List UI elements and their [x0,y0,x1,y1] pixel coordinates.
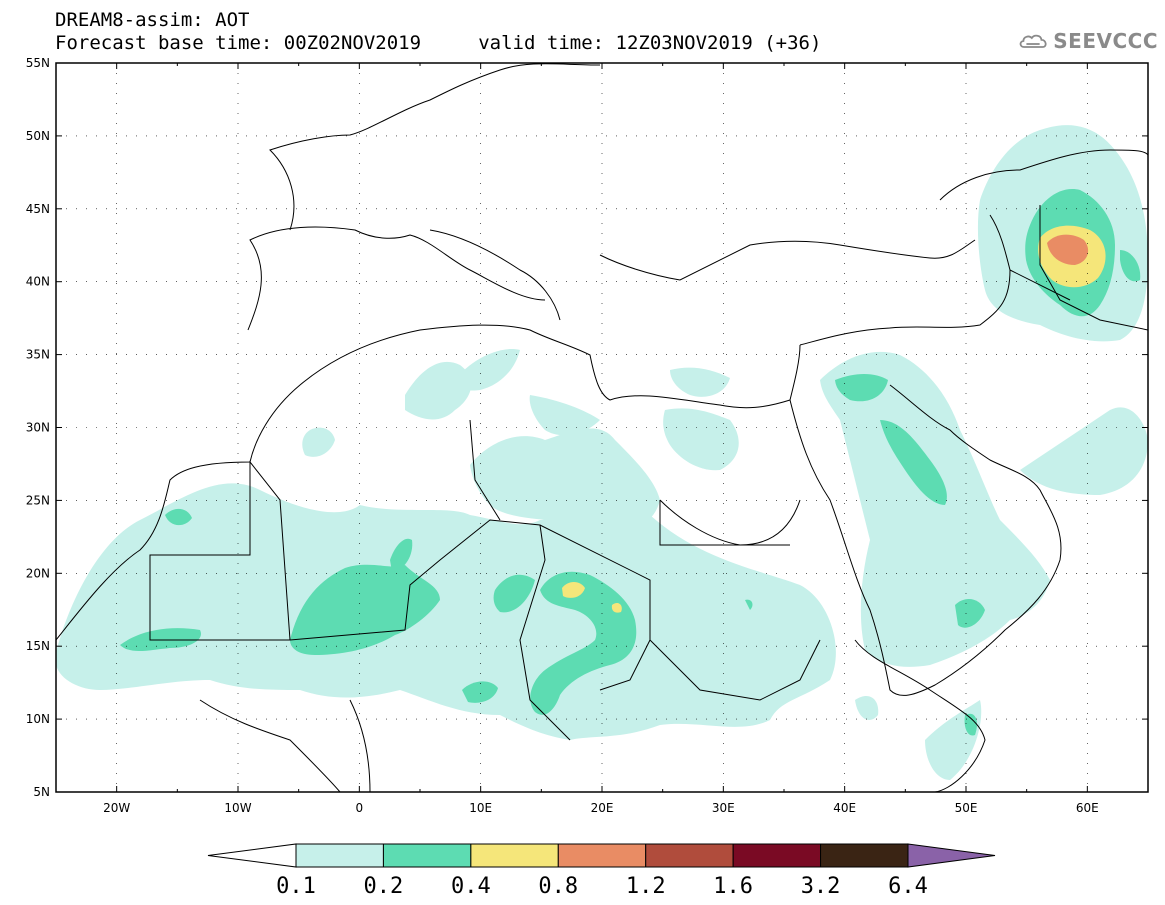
logo-text: SEEVCCC [1053,29,1158,53]
colorbar-swatch [382,843,472,868]
colorbar-label: 0.8 [538,874,578,899]
lat-label: 25N [26,493,50,507]
lat-label: 35N [26,348,50,362]
colorbar-label: 0.2 [364,874,404,899]
colorbar-label: 0.4 [451,874,491,899]
aot-layer-0.8 [1047,234,1089,265]
colorbar-high-arrow [907,843,996,868]
colorbar-label: 0.1 [276,874,316,899]
lon-label: 10W [224,801,251,815]
lat-label: 45N [26,202,50,216]
title-line-2: Forecast base time: 00Z02NOV2019 valid t… [55,32,822,54]
colorbar-label: 1.6 [713,874,753,899]
colorbar-label: 3.2 [801,874,841,899]
coastlines [55,63,1149,793]
colorbar-swatch [557,843,647,868]
title-line-1: DREAM8-assim: AOT [55,9,250,31]
lon-label: 20E [591,801,614,815]
seevccc-logo: SEEVCCC [1018,26,1158,56]
colorbar-label: 1.2 [626,874,666,899]
aot-layer-0.2 [120,189,1141,736]
lon-label: 50E [955,801,978,815]
colorbar: 0.1 0.2 0.4 0.8 1.2 1.6 3.2 6.4 [207,843,996,899]
axis-ticks: 55N 50N 45N 40N 35N 30N 25N 20N 15N 10N 5N 20W 10W 0 1… [26,56,1149,815]
colorbar-swatch [820,843,909,868]
lat-label: 55N [26,56,50,70]
lat-label: 30N [26,421,50,435]
lat-label: 50N [26,129,50,143]
colorbar-swatch [645,843,734,868]
colorbar-swatch [732,843,822,868]
lon-label: 60E [1076,801,1099,815]
lon-label: 0 [356,801,364,815]
lon-label: 30E [712,801,735,815]
lon-label: 20W [103,801,130,815]
colorbar-label: 6.4 [888,874,928,899]
colorbar-low-arrow [207,843,297,868]
lat-label: 5N [33,785,50,799]
grid-lines [56,63,1148,792]
colorbar-swatch [295,843,384,868]
lat-label: 40N [26,275,50,289]
lon-label: 10E [469,801,492,815]
colorbar-swatch [470,843,559,868]
lat-label: 10N [26,712,50,726]
lat-label: 15N [26,639,50,653]
lat-label: 20N [26,566,50,580]
lon-label: 40E [833,801,856,815]
cloud-icon [1019,34,1047,48]
